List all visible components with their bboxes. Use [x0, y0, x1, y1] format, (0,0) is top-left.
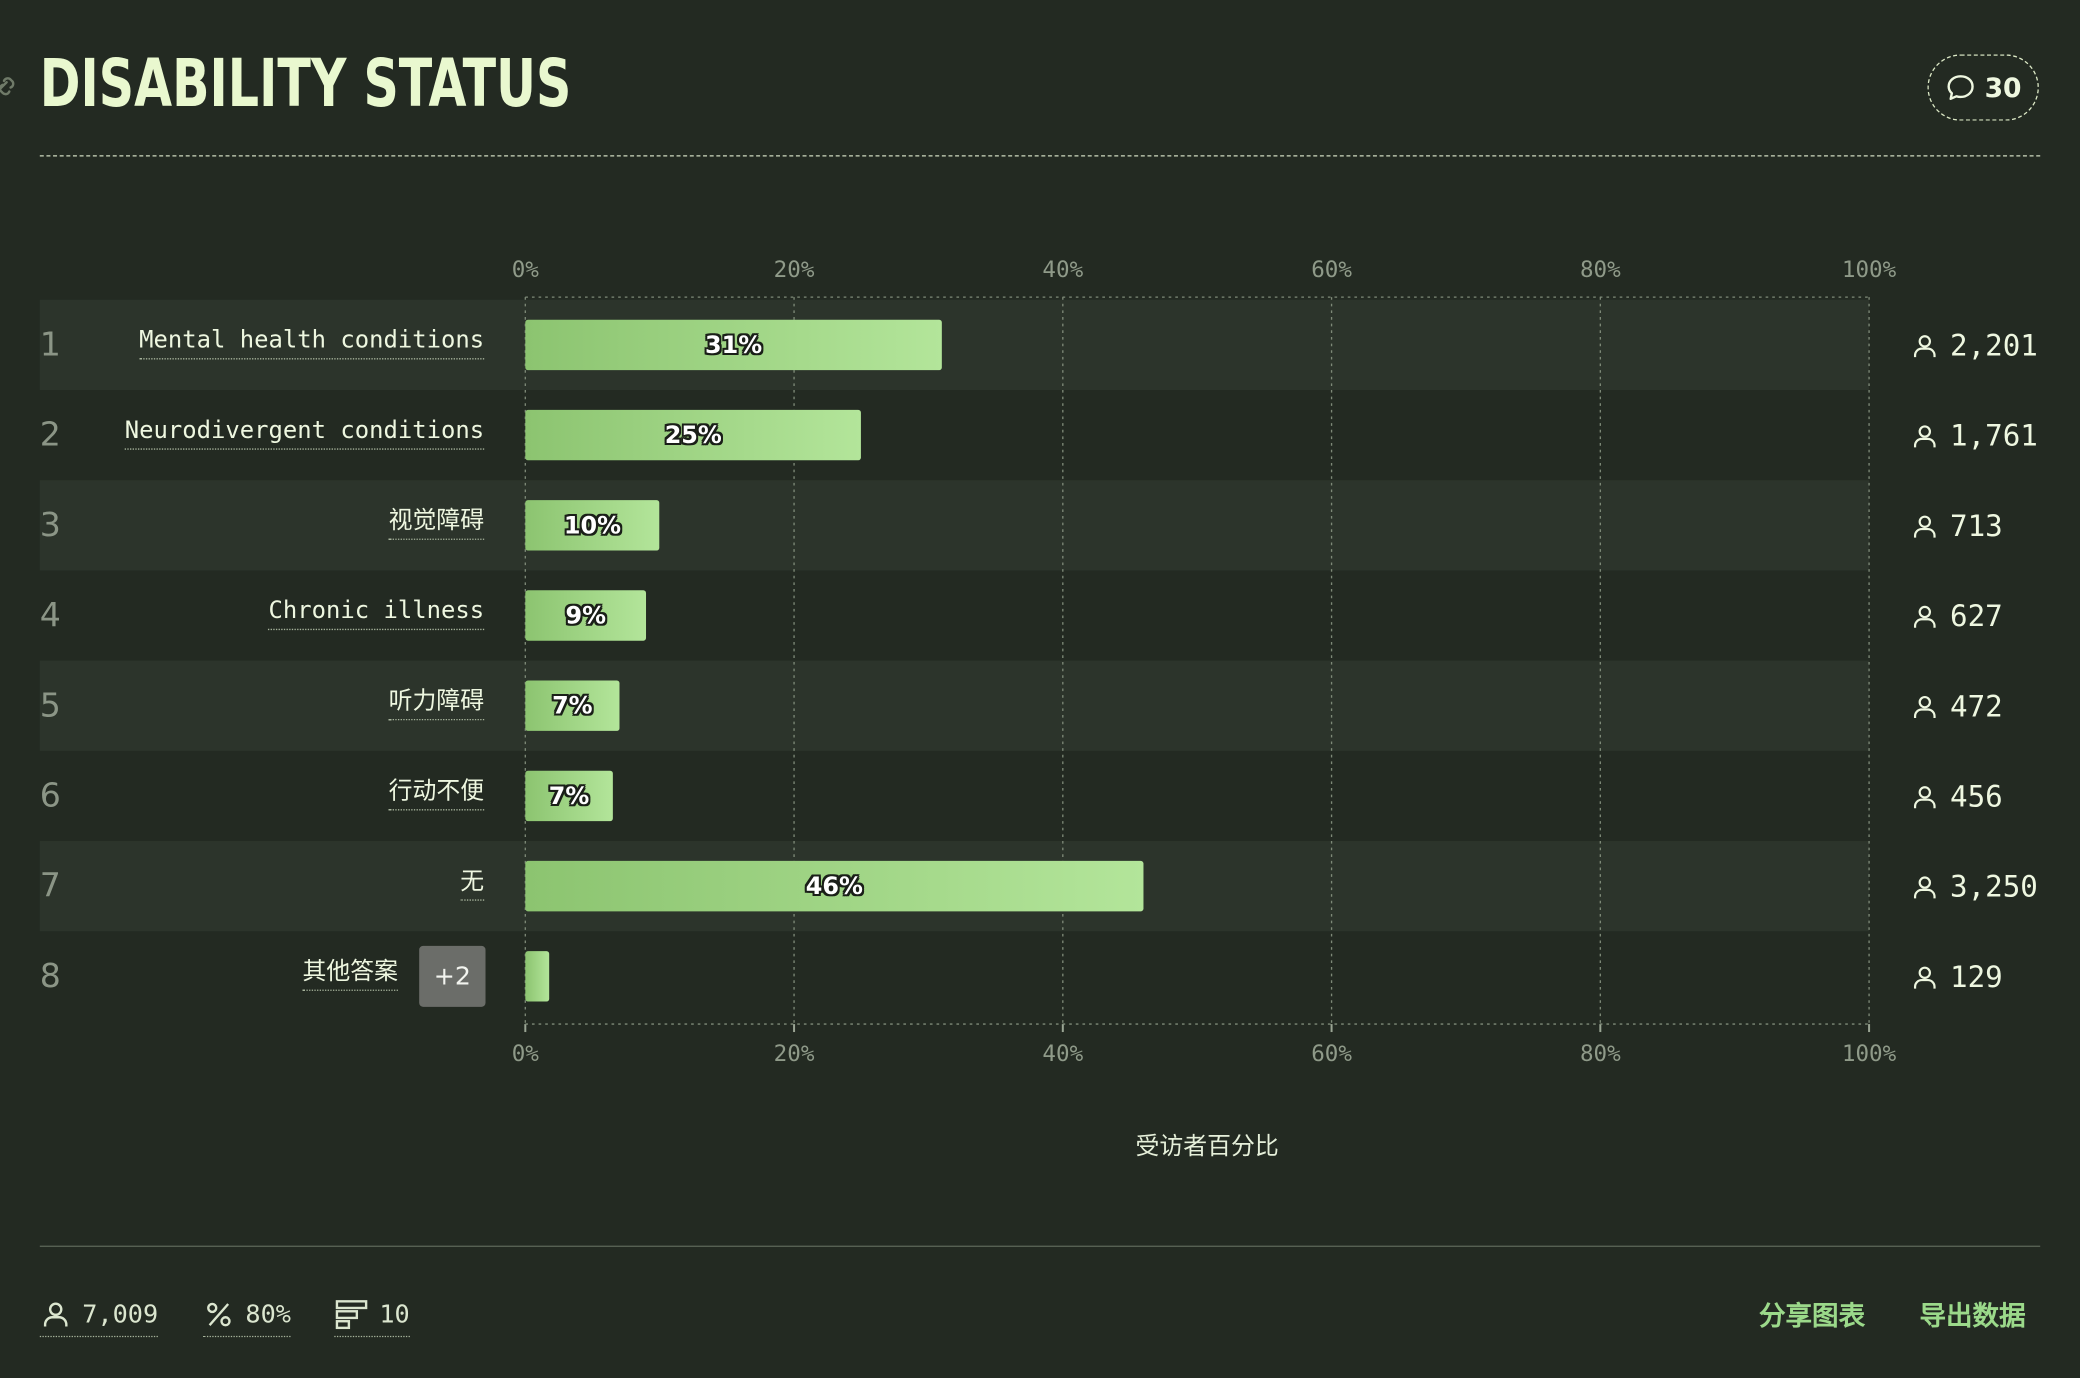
person-icon	[1913, 695, 1936, 718]
row-band	[39, 660, 1870, 751]
bar-value-label: 7%	[552, 691, 593, 720]
bar-value-label: 46%	[805, 872, 863, 901]
footer-divider	[39, 1245, 2041, 1247]
bar[interactable]	[525, 319, 942, 371]
respondent-count-value: 456	[1949, 780, 2003, 814]
respondent-count: 1,761	[1910, 417, 2038, 457]
bar-value-label: 10%	[563, 511, 622, 540]
category-label[interactable]: 其他答案	[302, 956, 398, 991]
percent-icon	[207, 1302, 231, 1327]
share-chart-link[interactable]: 分享图表	[1758, 1299, 1866, 1332]
bar[interactable]	[525, 409, 862, 461]
more-answers-badge[interactable]: +2	[419, 945, 486, 1007]
respondent-count-value: 713	[1949, 510, 2003, 544]
comment-count: 30	[1984, 71, 2022, 104]
x-tick-label: 20%	[773, 1041, 815, 1068]
person-icon	[1913, 515, 1936, 538]
bar[interactable]	[525, 590, 647, 641]
x-tick-label: 100%	[1841, 1041, 1897, 1068]
bar-value-label: 9%	[565, 601, 607, 630]
x-tick-label: 60%	[1311, 1041, 1352, 1068]
x-tick-label: 0%	[511, 1041, 539, 1068]
bar-list-icon	[335, 1300, 368, 1330]
x-tick-label: 80%	[1579, 1041, 1621, 1068]
bar[interactable]	[525, 860, 1144, 912]
category-label[interactable]: 行动不便	[388, 776, 485, 811]
respondents-value: 7,009	[82, 1299, 159, 1330]
options-stat[interactable]: 10	[334, 1293, 410, 1338]
row-rank: 1	[39, 324, 61, 364]
row-band	[39, 299, 1870, 390]
respondent-count-value: 129	[1949, 961, 2003, 995]
comment-icon	[1947, 75, 1974, 101]
x-tick-label: 80%	[1579, 257, 1621, 284]
person-icon	[1913, 335, 1936, 358]
x-tick-label: 0%	[511, 257, 539, 284]
bar[interactable]	[525, 951, 550, 1002]
respondent-count: 3,250	[1910, 868, 2038, 908]
export-data-link[interactable]: 导出数据	[1919, 1299, 2026, 1332]
x-tick-label: 60%	[1311, 257, 1352, 284]
person-icon	[1913, 786, 1936, 809]
header-divider	[39, 155, 2041, 157]
category-label[interactable]: Mental health conditions	[139, 325, 485, 360]
comments-button[interactable]: 30	[1927, 54, 2039, 121]
respondent-count-value: 627	[1949, 600, 2003, 634]
row-band	[39, 480, 1870, 571]
respondent-count: 627	[1910, 597, 2003, 637]
row-rank: 5	[39, 685, 61, 725]
x-tick-label: 40%	[1042, 1041, 1084, 1068]
x-tick-label: 40%	[1042, 257, 1084, 284]
x-tick-label: 100%	[1841, 257, 1897, 284]
respondents-stat[interactable]: 7,009	[39, 1293, 159, 1338]
person-icon	[43, 1302, 68, 1327]
person-icon	[1913, 605, 1936, 628]
chart-title: DISABILITY STATUS	[39, 45, 572, 123]
percent-stat[interactable]: 80%	[202, 1293, 291, 1338]
bar-value-label: 25%	[664, 421, 722, 450]
person-icon	[1913, 966, 1936, 989]
bar[interactable]	[525, 500, 660, 551]
respondent-count: 713	[1910, 507, 2003, 547]
respondent-count: 129	[1910, 958, 2003, 998]
x-axis-title: 受访者百分比	[1135, 1132, 1279, 1161]
respondent-count-value: 2,201	[1949, 329, 2038, 363]
bar[interactable]	[525, 680, 620, 731]
options-value: 10	[379, 1299, 410, 1330]
row-rank: 8	[39, 956, 61, 995]
row-rank: 6	[39, 776, 61, 815]
respondent-count: 456	[1910, 777, 2003, 817]
person-icon	[1913, 876, 1936, 899]
category-label[interactable]: 听力障碍	[388, 686, 485, 721]
bar[interactable]	[525, 770, 613, 822]
link-icon[interactable]	[0, 72, 19, 101]
bar-value-label: 7%	[548, 781, 590, 810]
respondent-count-value: 3,250	[1949, 870, 2038, 905]
respondent-count: 472	[1910, 687, 2003, 727]
row-rank: 7	[39, 866, 61, 905]
person-icon	[1913, 425, 1936, 448]
row-rank: 2	[39, 415, 61, 454]
category-label[interactable]: 视觉障碍	[388, 505, 485, 540]
category-label[interactable]: Neurodivergent conditions	[124, 415, 485, 450]
percent-value: 80%	[245, 1299, 291, 1330]
respondent-count: 2,201	[1910, 326, 2038, 366]
respondent-count-value: 1,761	[1949, 419, 2038, 454]
row-rank: 3	[39, 505, 61, 544]
category-label[interactable]: 无	[460, 866, 485, 901]
row-rank: 4	[39, 595, 61, 635]
category-label[interactable]: Chronic illness	[268, 596, 485, 631]
bar-value-label: 31%	[704, 330, 763, 359]
respondent-count-value: 472	[1949, 690, 2003, 724]
x-tick-label: 20%	[773, 257, 815, 284]
